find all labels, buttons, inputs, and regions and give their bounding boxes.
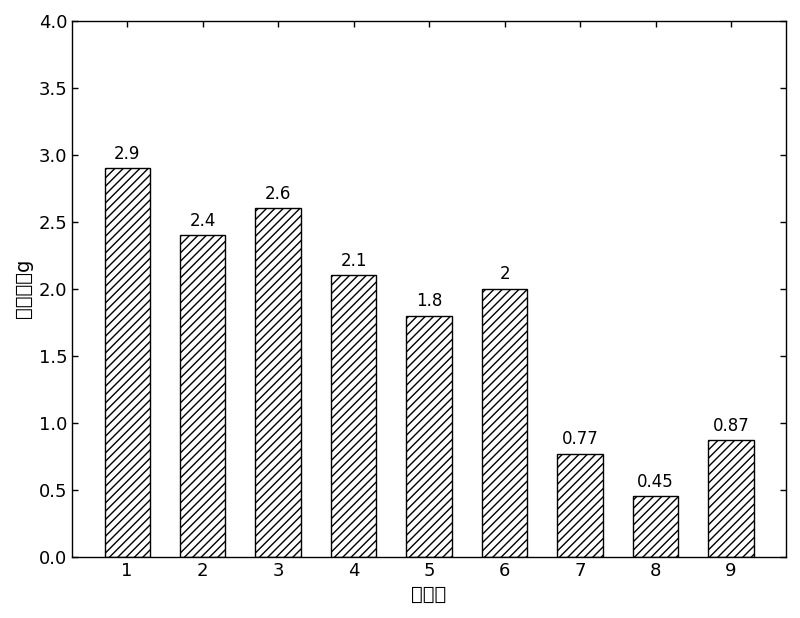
Text: 2.4: 2.4 [190, 212, 216, 230]
Text: 1.8: 1.8 [416, 292, 442, 310]
Bar [633, 496, 678, 557]
Text: 0.77: 0.77 [562, 430, 598, 448]
Text: 2.1: 2.1 [340, 252, 367, 270]
Bar [482, 289, 527, 557]
Text: 0.87: 0.87 [713, 417, 750, 435]
Y-axis label: 绝对失重g: 绝对失重g [14, 259, 33, 318]
X-axis label: 实施例: 实施例 [411, 585, 446, 604]
Bar [331, 276, 376, 557]
Text: 2.9: 2.9 [114, 145, 140, 163]
Bar [708, 440, 754, 557]
Text: 0.45: 0.45 [637, 473, 674, 491]
Bar [105, 168, 150, 557]
Bar [255, 208, 301, 557]
Text: 2: 2 [499, 266, 510, 284]
Bar [406, 316, 452, 557]
Bar [558, 454, 602, 557]
Bar [180, 235, 226, 557]
Text: 2.6: 2.6 [265, 185, 291, 203]
